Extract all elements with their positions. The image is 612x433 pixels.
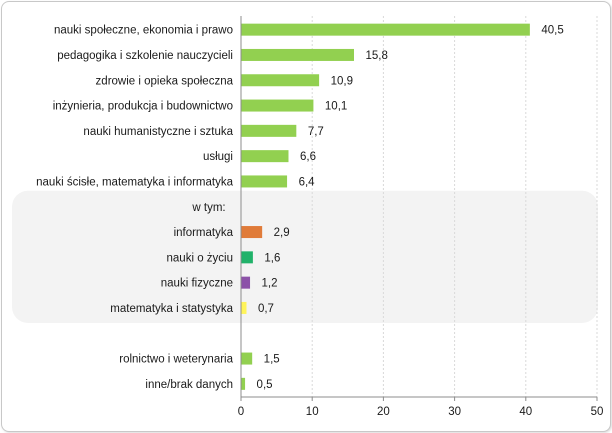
category-label: zdrowie i opieka społeczna xyxy=(96,75,234,87)
category-label: pedagogika i szkolenie nauczycieli xyxy=(57,50,233,62)
category-label: inne/brak danych xyxy=(145,379,233,391)
x-tick-label: 10 xyxy=(306,406,319,418)
value-label: 10,1 xyxy=(325,101,347,113)
category-label: nauki humanistyczne i sztuka xyxy=(83,126,233,138)
bar xyxy=(241,301,247,314)
category-label: nauki o życiu xyxy=(167,252,233,264)
category-label: nauki ścisłe, matematyka i informatyka xyxy=(36,176,233,188)
category-label: nauki społeczne, ekonomia i prawo xyxy=(54,25,233,37)
x-tick-label: 0 xyxy=(238,406,244,418)
value-label: 1,2 xyxy=(262,278,278,290)
value-label: 1,6 xyxy=(264,252,280,264)
bar xyxy=(241,124,297,137)
value-label: 6,6 xyxy=(300,151,316,163)
subgroup-panel xyxy=(12,190,598,323)
value-label: 6,4 xyxy=(299,176,316,188)
category-label: usługi xyxy=(203,151,233,163)
category-label: nauki fizyczne xyxy=(161,278,233,290)
category-label: informatyka xyxy=(174,227,234,239)
value-label: 7,7 xyxy=(308,126,324,138)
bar xyxy=(241,74,320,87)
value-label: 2,9 xyxy=(274,227,290,239)
bar xyxy=(241,23,530,36)
x-tick-label: 50 xyxy=(591,406,604,418)
x-tick-label: 30 xyxy=(448,406,461,418)
bar xyxy=(241,150,289,163)
value-label: 10,9 xyxy=(331,75,353,87)
bar xyxy=(241,251,253,264)
value-label: 15,8 xyxy=(365,50,387,62)
bar xyxy=(241,48,354,61)
category-label: matematyka i statystyka xyxy=(110,303,233,315)
bar xyxy=(241,99,314,112)
bar xyxy=(241,377,246,390)
value-label: 1,5 xyxy=(264,354,280,366)
x-tick-label: 40 xyxy=(519,406,532,418)
bar xyxy=(241,226,263,239)
category-label: inżynieria, produkcja i budownictwo xyxy=(53,101,233,113)
x-tick-label: 20 xyxy=(377,406,390,418)
value-label: 0,5 xyxy=(257,379,273,391)
bar xyxy=(241,352,253,365)
subgroup-header-label: w tym: xyxy=(191,202,225,214)
value-label: 0,7 xyxy=(258,303,274,315)
category-label: rolnictwo i weterynaria xyxy=(119,354,233,366)
value-label: 40,5 xyxy=(541,25,563,37)
bar xyxy=(241,276,251,289)
bar xyxy=(241,175,288,188)
